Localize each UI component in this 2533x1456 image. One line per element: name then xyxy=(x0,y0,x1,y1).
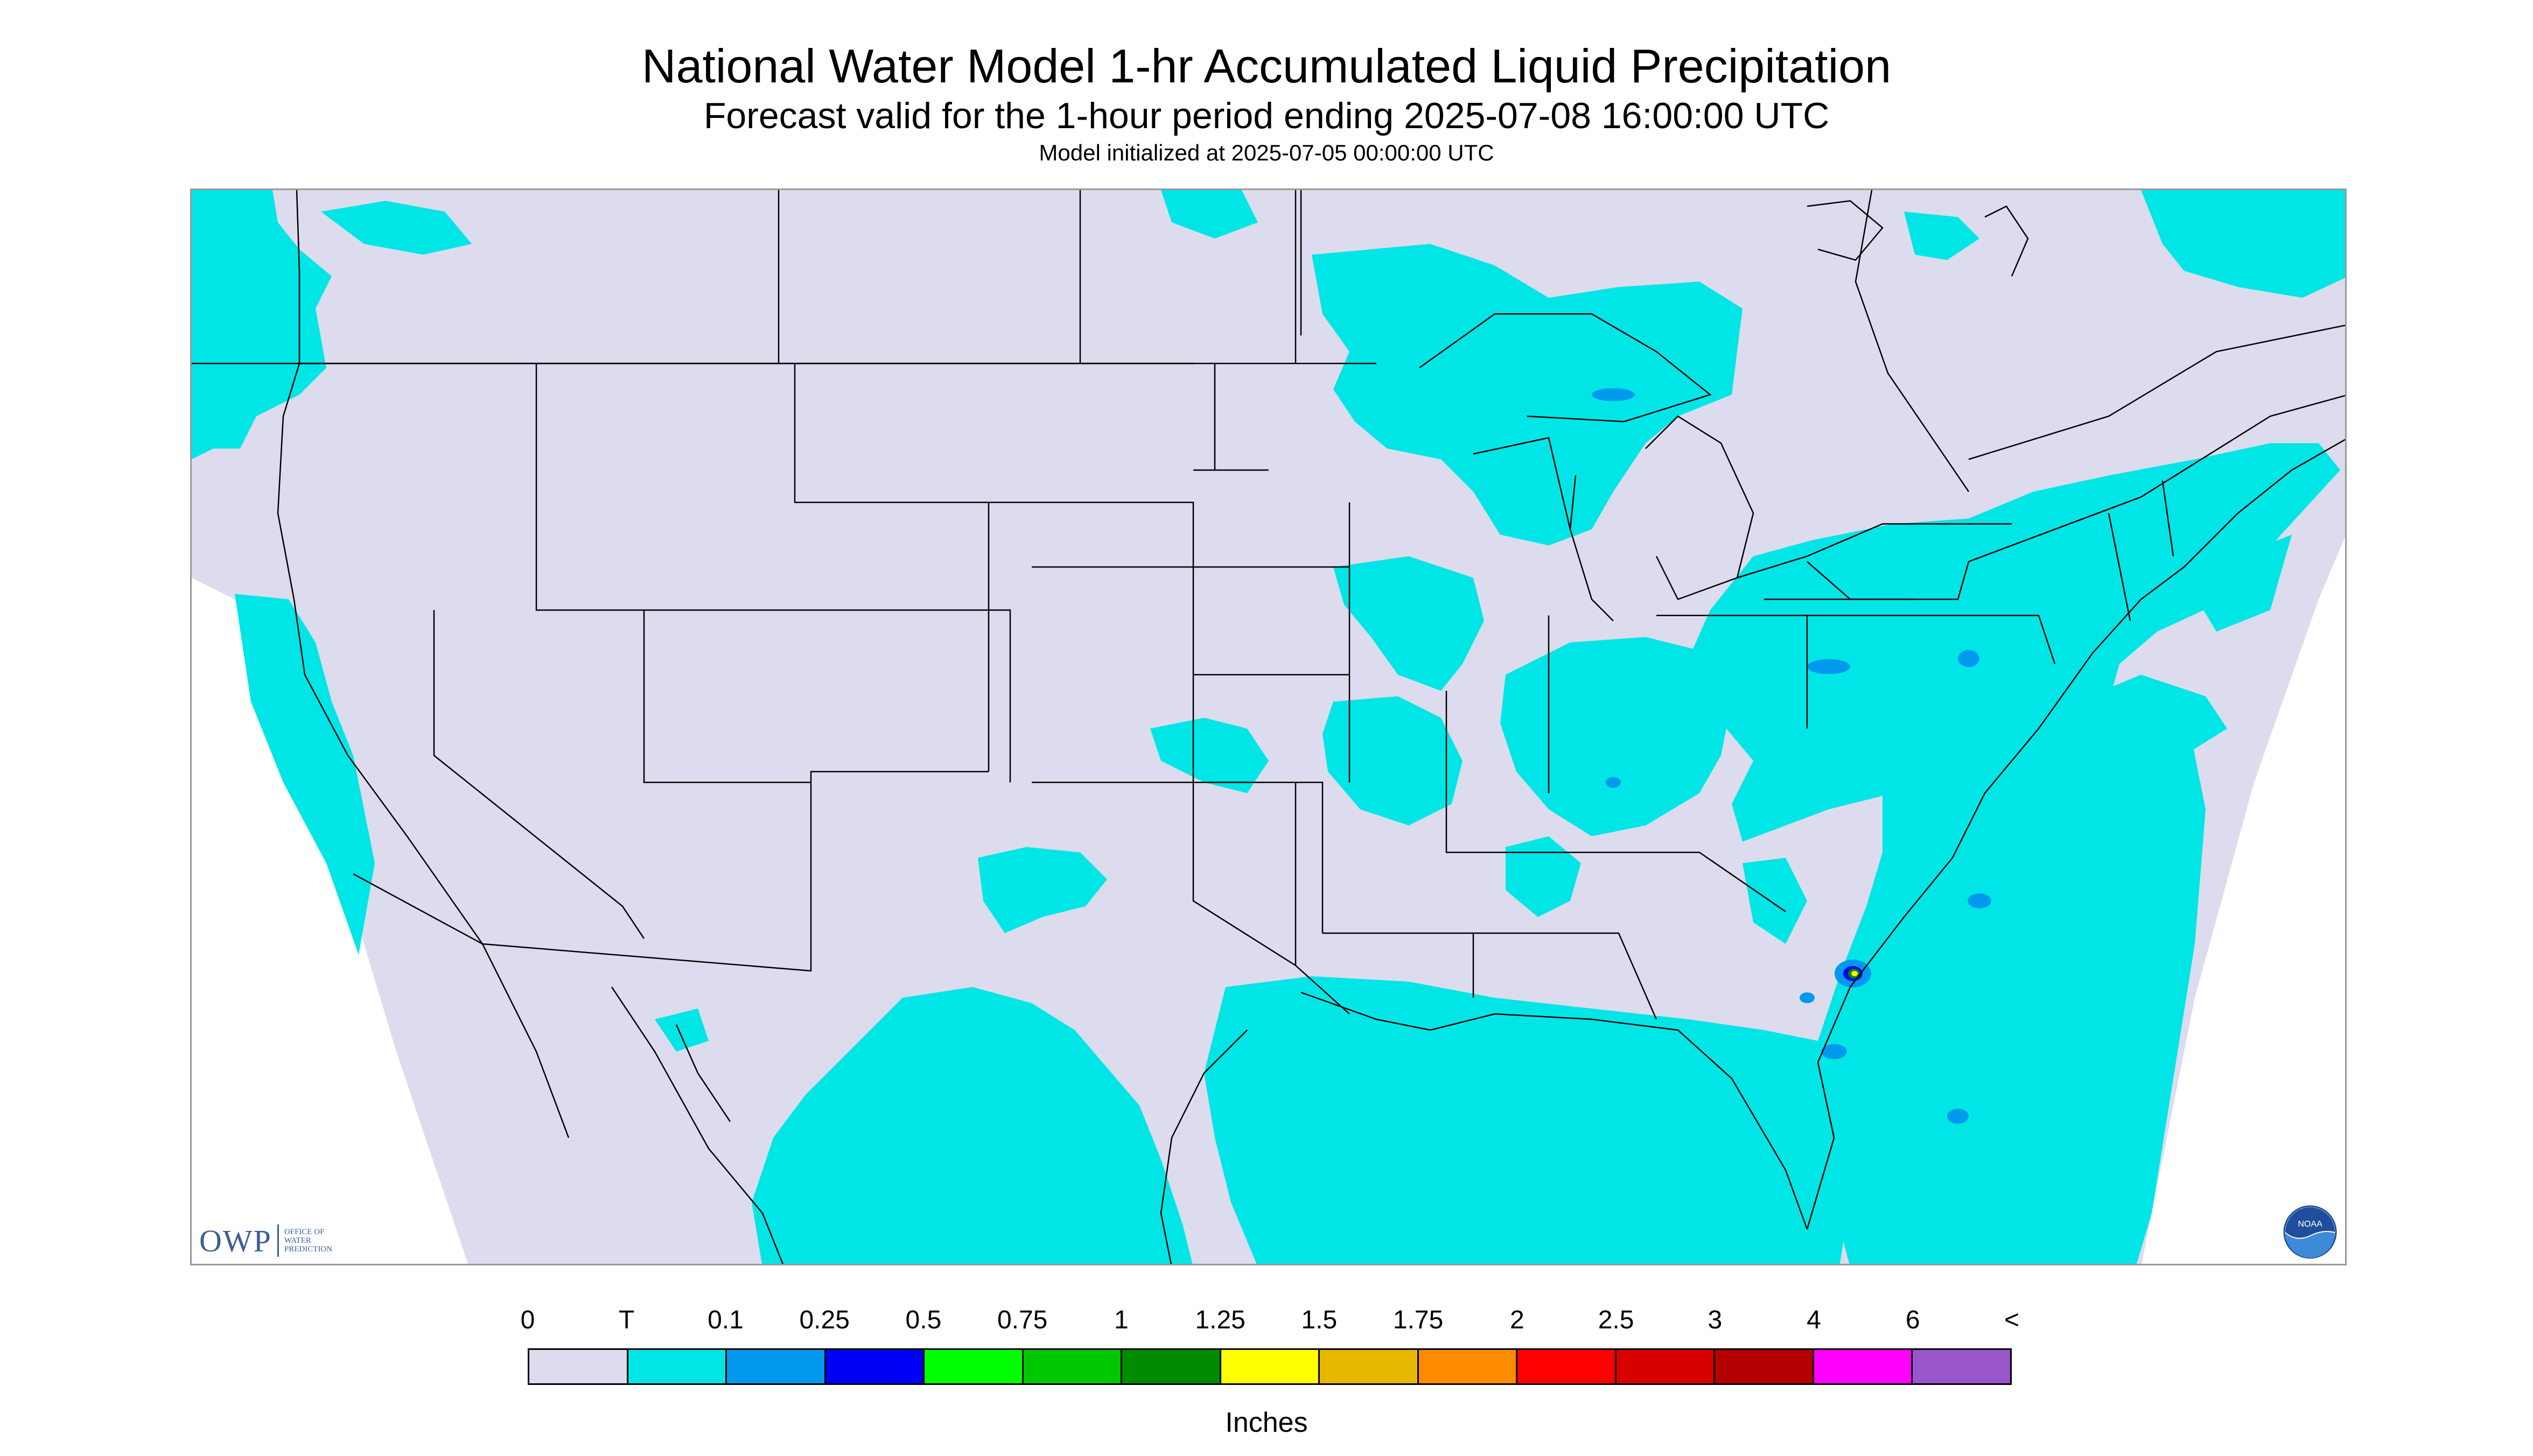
legend-label: 3 xyxy=(1708,1306,1723,1334)
legend-swatch xyxy=(1122,1350,1221,1383)
noaa-logo-text: NOAA xyxy=(2298,1220,2322,1229)
legend-swatch xyxy=(1221,1350,1320,1383)
owp-logo-text: OFFICE OF WATER PREDICTION xyxy=(284,1228,332,1254)
legend-label: 1.5 xyxy=(1301,1306,1338,1334)
legend-units: Inches xyxy=(1225,1407,1308,1438)
legend-label: 1 xyxy=(1114,1306,1129,1334)
legend-label: 1.75 xyxy=(1393,1306,1444,1334)
owp-logo-divider xyxy=(277,1224,279,1257)
map-title: National Water Model 1-hr Accumulated Li… xyxy=(641,39,1892,93)
legend-swatch xyxy=(1517,1350,1617,1383)
legend-label: 1.25 xyxy=(1195,1306,1245,1334)
legend-label: 0.5 xyxy=(905,1306,942,1334)
legend-swatch xyxy=(925,1350,1024,1383)
moderate-precip-spots xyxy=(1592,388,1991,1124)
legend-label: 0 xyxy=(520,1306,535,1334)
legend-swatch xyxy=(1913,1350,2010,1383)
legend-labels: 0 T 0.1 0.25 0.5 0.75 1 1.25 1.5 1.75 2 2.5 3 4 6 < xyxy=(0,1305,2533,1338)
legend-swatch xyxy=(1418,1350,1518,1383)
legend-label: 6 xyxy=(1905,1306,1920,1334)
owp-logo-line: OFFICE OF xyxy=(284,1228,325,1236)
legend-swatch xyxy=(1814,1350,1913,1383)
legend-label: 4 xyxy=(1807,1306,1821,1334)
legend-swatch xyxy=(1616,1350,1716,1383)
legend-swatch xyxy=(825,1350,925,1383)
map-canvas xyxy=(192,190,2345,1264)
legend-swatch xyxy=(1320,1350,1419,1383)
legend-swatch xyxy=(1023,1350,1123,1383)
legend-swatch xyxy=(628,1350,727,1383)
precipitation-map xyxy=(190,188,2347,1265)
state-boundaries xyxy=(192,190,2345,1020)
coastline xyxy=(277,190,2345,1264)
legend-swatch xyxy=(727,1350,826,1383)
legend-label: 0.25 xyxy=(799,1306,850,1334)
map-subtitle: Forecast valid for the 1-hour period end… xyxy=(703,95,1830,136)
owp-logo-line: PREDICTION xyxy=(284,1245,333,1254)
legend-label: T xyxy=(619,1306,635,1334)
owp-logo: OWP OFFICE OF WATER PREDICTION xyxy=(199,1223,332,1258)
trace-precip-areas xyxy=(192,190,2345,1264)
legend-swatch xyxy=(1715,1350,1814,1383)
owp-logo-line: WATER xyxy=(284,1236,311,1245)
model-init-line: Model initialized at 2025-07-05 00:00:00… xyxy=(1039,140,1494,165)
legend-colorbar xyxy=(528,1348,2012,1385)
owp-logo-letters: OWP xyxy=(199,1223,272,1258)
legend-label: 2 xyxy=(1509,1306,1524,1334)
heavy-precip-cell xyxy=(1843,966,1863,981)
legend-label: 0.75 xyxy=(997,1306,1048,1334)
noaa-logo: NOAA xyxy=(2283,1205,2337,1259)
legend-swatch xyxy=(529,1350,628,1383)
legend-label: < xyxy=(2004,1306,2020,1334)
legend-label: 0.1 xyxy=(708,1306,744,1334)
legend-label: 2.5 xyxy=(1598,1306,1634,1334)
